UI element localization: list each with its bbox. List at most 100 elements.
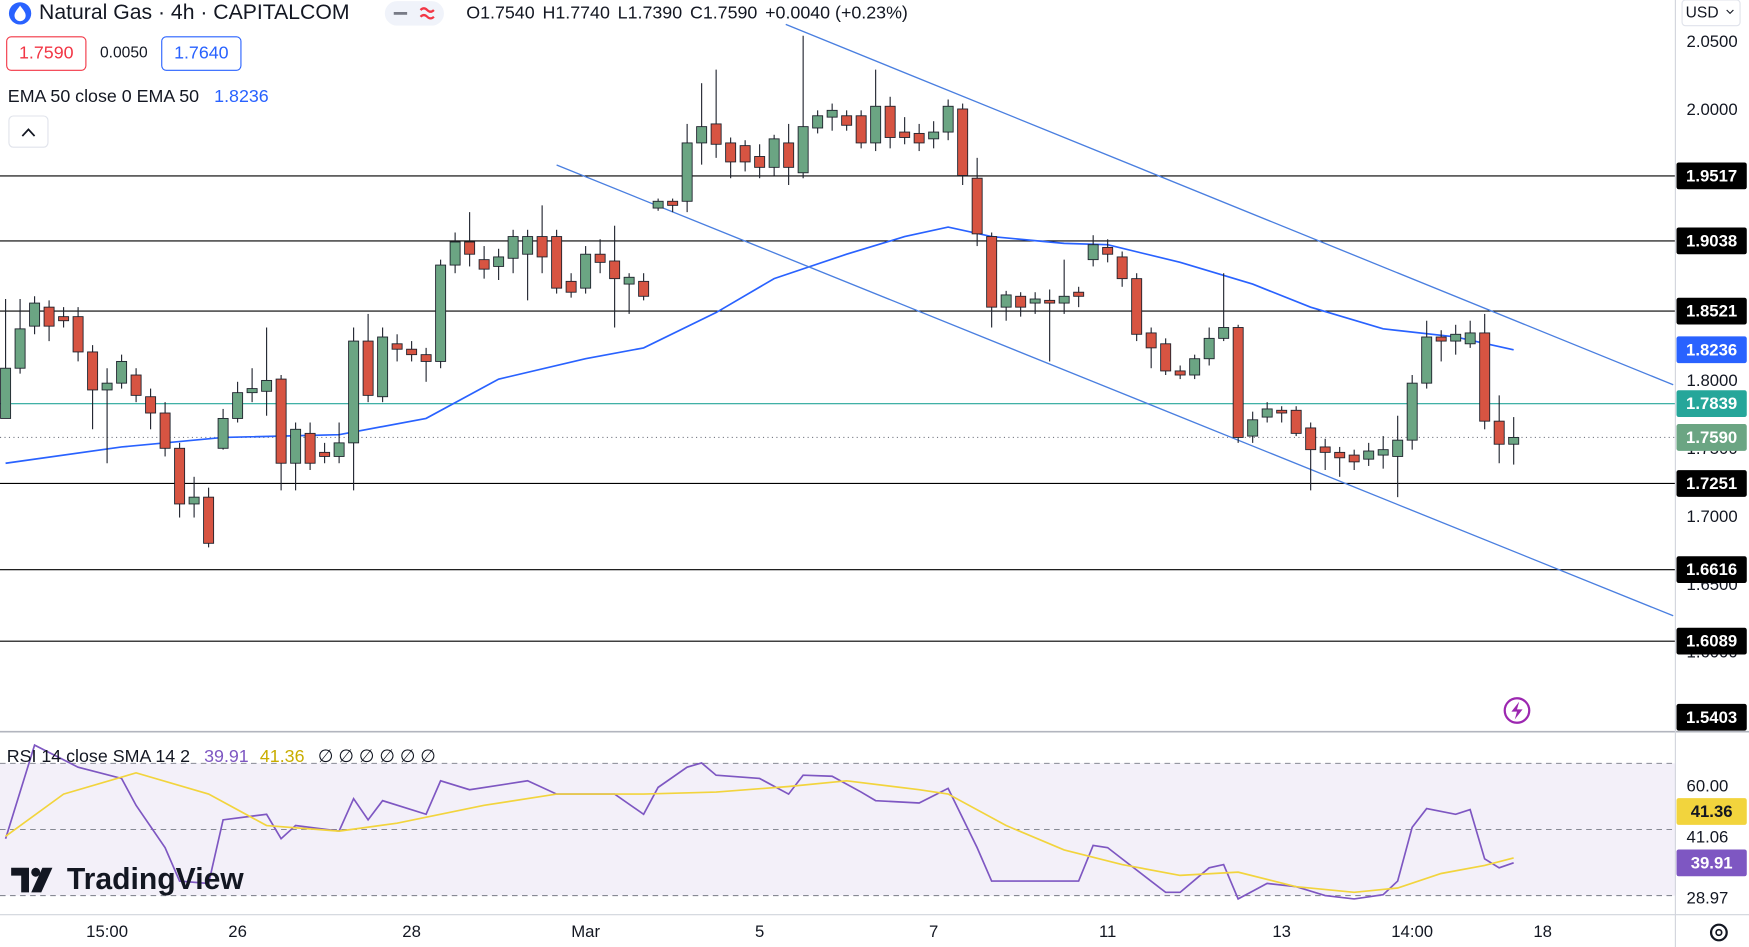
candle-body bbox=[232, 392, 244, 419]
candle-body bbox=[1406, 382, 1418, 441]
candle-body bbox=[14, 328, 26, 369]
rsi-tag: 41.36 bbox=[1691, 802, 1733, 821]
wave-icon bbox=[419, 7, 435, 20]
indicator-value: 1.8236 bbox=[214, 86, 269, 106]
candle-body bbox=[725, 142, 737, 163]
x-tick-label: 11 bbox=[1099, 922, 1116, 941]
rsi-tag-bg bbox=[1676, 849, 1747, 877]
candle-body bbox=[1247, 419, 1259, 437]
trendline bbox=[785, 23, 1674, 386]
candle-body bbox=[696, 126, 708, 144]
level-tag-bg bbox=[1676, 297, 1747, 325]
price-pane bbox=[0, 23, 1676, 642]
level-tag-bg bbox=[1676, 162, 1747, 190]
candle-body bbox=[710, 123, 722, 145]
candle-body bbox=[1305, 427, 1317, 451]
candle-body bbox=[1073, 291, 1085, 297]
brand: TradingView bbox=[67, 863, 244, 896]
y-tick-label: 41.06 bbox=[1687, 828, 1729, 847]
candle-body bbox=[623, 276, 635, 285]
candle-body bbox=[609, 260, 621, 280]
x-tick-label: 26 bbox=[228, 922, 247, 941]
currency-button[interactable] bbox=[1681, 0, 1741, 27]
candle-body bbox=[116, 360, 128, 384]
candle-body bbox=[797, 126, 809, 174]
candle-body bbox=[1058, 295, 1070, 304]
x-tick-label: 18 bbox=[1533, 922, 1552, 941]
level-tag-bg bbox=[1676, 703, 1747, 731]
candle-body bbox=[1421, 336, 1433, 384]
candle-body bbox=[1479, 332, 1491, 422]
collapse-button[interactable] bbox=[8, 115, 49, 148]
rsi-title: RSI 14 close SMA 14 2 bbox=[7, 746, 190, 766]
bolt bbox=[1511, 701, 1523, 720]
sell-button[interactable] bbox=[6, 36, 87, 71]
symbol-title[interactable]: Natural Gas · 4h · CAPITALCOM bbox=[39, 1, 349, 24]
x-tick-label: 7 bbox=[929, 922, 938, 941]
buy-button[interactable] bbox=[161, 36, 242, 71]
candle-body bbox=[1160, 343, 1172, 372]
x-tick-label: 15:00 bbox=[86, 922, 128, 941]
candle-body bbox=[1348, 454, 1360, 463]
x-tick-label: 14:00 bbox=[1391, 922, 1433, 941]
x-tick-label: 5 bbox=[755, 922, 764, 941]
candle-body bbox=[435, 264, 447, 362]
candle-body bbox=[522, 236, 534, 255]
candle-body bbox=[1334, 451, 1346, 459]
candle-body bbox=[391, 343, 403, 350]
candle-body bbox=[507, 236, 519, 259]
candle-body bbox=[1493, 420, 1505, 445]
candle-body bbox=[768, 138, 780, 168]
candle-body bbox=[1015, 295, 1027, 308]
ohlc-value: 1.7740 bbox=[555, 2, 610, 22]
candle-body bbox=[1377, 449, 1389, 456]
candle-body bbox=[1174, 370, 1186, 376]
flame-icon bbox=[14, 5, 26, 22]
candle-body bbox=[1116, 256, 1128, 280]
candle-body bbox=[1435, 336, 1447, 342]
candle-body bbox=[1508, 436, 1520, 445]
candle-body bbox=[812, 115, 824, 129]
settings-icon[interactable] bbox=[1709, 923, 1728, 942]
price-tags: 1.9517 1.9038 1.8521 1.7251 1.6616 1.6089 1.54… bbox=[1676, 162, 1747, 877]
candle-body bbox=[551, 236, 563, 289]
header: Natural Gas · 4h · CAPITALCOM O1.7540 H1.… bbox=[6, 0, 1741, 148]
candle-body bbox=[319, 451, 331, 457]
candle-body bbox=[942, 105, 954, 133]
ohlc-change: +0.0040 (+0.23%) bbox=[765, 2, 908, 22]
buy-price: 1.7640 bbox=[174, 42, 229, 62]
candle-body bbox=[464, 241, 476, 255]
level-tag: 1.8521 bbox=[1686, 302, 1737, 321]
ema-tag-bg bbox=[1676, 336, 1747, 364]
y-tick-label: 1.8000 bbox=[1687, 371, 1738, 390]
candle-body bbox=[174, 447, 186, 505]
candle-body bbox=[58, 316, 70, 322]
candle-body bbox=[1218, 327, 1230, 339]
rsi-legend: RSI 14 close SMA 14 2 39.91 41.36 ∅ ∅ ∅ … bbox=[7, 746, 436, 766]
logo-mark bbox=[11, 867, 30, 893]
candle-body bbox=[43, 306, 55, 327]
candle-body bbox=[1276, 409, 1288, 414]
toggle-pill[interactable] bbox=[384, 1, 444, 26]
level-tag: 1.6089 bbox=[1686, 632, 1737, 651]
level-tag: 1.5403 bbox=[1686, 708, 1737, 727]
candle-body bbox=[377, 336, 389, 398]
candle-body bbox=[1319, 446, 1331, 453]
level-tag: 1.6616 bbox=[1686, 560, 1737, 579]
ohlc-value: 1.7390 bbox=[628, 2, 683, 22]
candle-body bbox=[913, 132, 925, 144]
gear-hub bbox=[1715, 928, 1723, 937]
candle-body bbox=[855, 115, 867, 144]
candle-body bbox=[971, 177, 983, 235]
candle-body bbox=[580, 253, 592, 289]
alert-icon[interactable] bbox=[1503, 697, 1531, 724]
candle-body bbox=[754, 156, 766, 168]
candle-body bbox=[986, 236, 998, 308]
candle-body bbox=[348, 340, 360, 444]
candle-body bbox=[275, 378, 287, 464]
candle-body bbox=[565, 280, 577, 293]
candle-body bbox=[638, 280, 650, 297]
candle-body bbox=[203, 496, 215, 544]
rsi-sma-value: 41.36 bbox=[260, 746, 305, 766]
